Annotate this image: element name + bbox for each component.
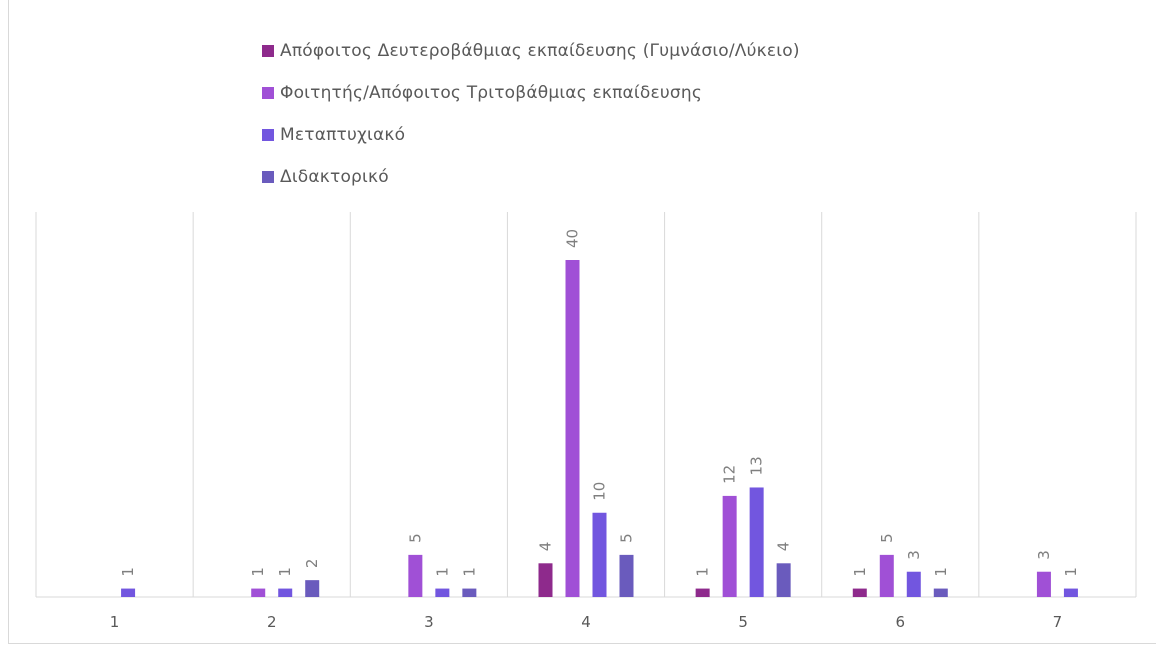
legend-label: Απόφοιτος Δευτεροβάθμιας εκπαίδευσης (Γυ… (280, 41, 800, 61)
data-label: 5 (618, 533, 636, 543)
data-label: 1 (276, 567, 294, 577)
legend-swatch (262, 129, 274, 141)
bar (121, 588, 136, 597)
data-label: 12 (721, 465, 739, 484)
x-tick-label: 2 (267, 613, 277, 631)
bar (749, 487, 764, 597)
bar (462, 588, 477, 597)
legend-swatch (262, 87, 274, 99)
data-label: 1 (851, 567, 869, 577)
bar (251, 588, 266, 597)
x-tick-label: 7 (1053, 613, 1063, 631)
data-label: 1 (1062, 567, 1080, 577)
x-tick-label: 5 (738, 613, 748, 631)
data-label: 10 (591, 482, 609, 501)
data-label: 5 (406, 533, 424, 543)
data-label: 40 (564, 229, 582, 248)
bar (592, 512, 607, 597)
data-label: 5 (878, 533, 896, 543)
legend-label: Φοιτητής/Απόφοιτος Τριτοβάθμιας εκπαίδευ… (280, 83, 703, 103)
x-tick-label: 3 (424, 613, 434, 631)
bar (776, 563, 791, 597)
bar (619, 554, 634, 597)
bar (722, 495, 737, 597)
x-tick-label: 1 (110, 613, 120, 631)
data-label: 1 (249, 567, 267, 577)
data-label: 4 (775, 542, 793, 552)
legend-label: Μεταπτυχιακό (280, 125, 406, 145)
legend-swatch (262, 171, 274, 183)
bar (1036, 571, 1051, 597)
bar (565, 260, 580, 597)
data-label: 13 (748, 456, 766, 475)
bar (408, 554, 423, 597)
bar (1063, 588, 1078, 597)
bar (879, 554, 894, 597)
data-label: 4 (537, 542, 555, 552)
bar (695, 588, 710, 597)
legend-item: Μεταπτυχιακό (262, 114, 800, 156)
data-label: 1 (433, 567, 451, 577)
bar (305, 580, 320, 597)
legend-label: Διδακτορικό (280, 167, 389, 187)
bar (933, 588, 948, 597)
legend-item: Διδακτορικό (262, 156, 800, 198)
legend-swatch (262, 45, 274, 57)
data-label: 1 (932, 567, 950, 577)
bar (906, 571, 921, 597)
legend-item: Φοιτητής/Απόφοιτος Τριτοβάθμιας εκπαίδευ… (262, 72, 800, 114)
x-tick-label: 6 (896, 613, 906, 631)
bar (278, 588, 293, 597)
x-tick-label: 4 (581, 613, 591, 631)
legend: Απόφοιτος Δευτεροβάθμιας εκπαίδευσης (Γυ… (262, 30, 800, 198)
legend-item: Απόφοιτος Δευτεροβάθμιας εκπαίδευσης (Γυ… (262, 30, 800, 72)
data-label: 1 (694, 567, 712, 577)
bar (852, 588, 867, 597)
chart-frame (8, 0, 1156, 644)
bar (435, 588, 450, 597)
data-label: 3 (1035, 550, 1053, 560)
data-label: 1 (119, 567, 137, 577)
data-label: 2 (303, 559, 321, 569)
bar (538, 563, 553, 597)
data-label: 3 (905, 550, 923, 560)
data-label: 1 (460, 567, 478, 577)
